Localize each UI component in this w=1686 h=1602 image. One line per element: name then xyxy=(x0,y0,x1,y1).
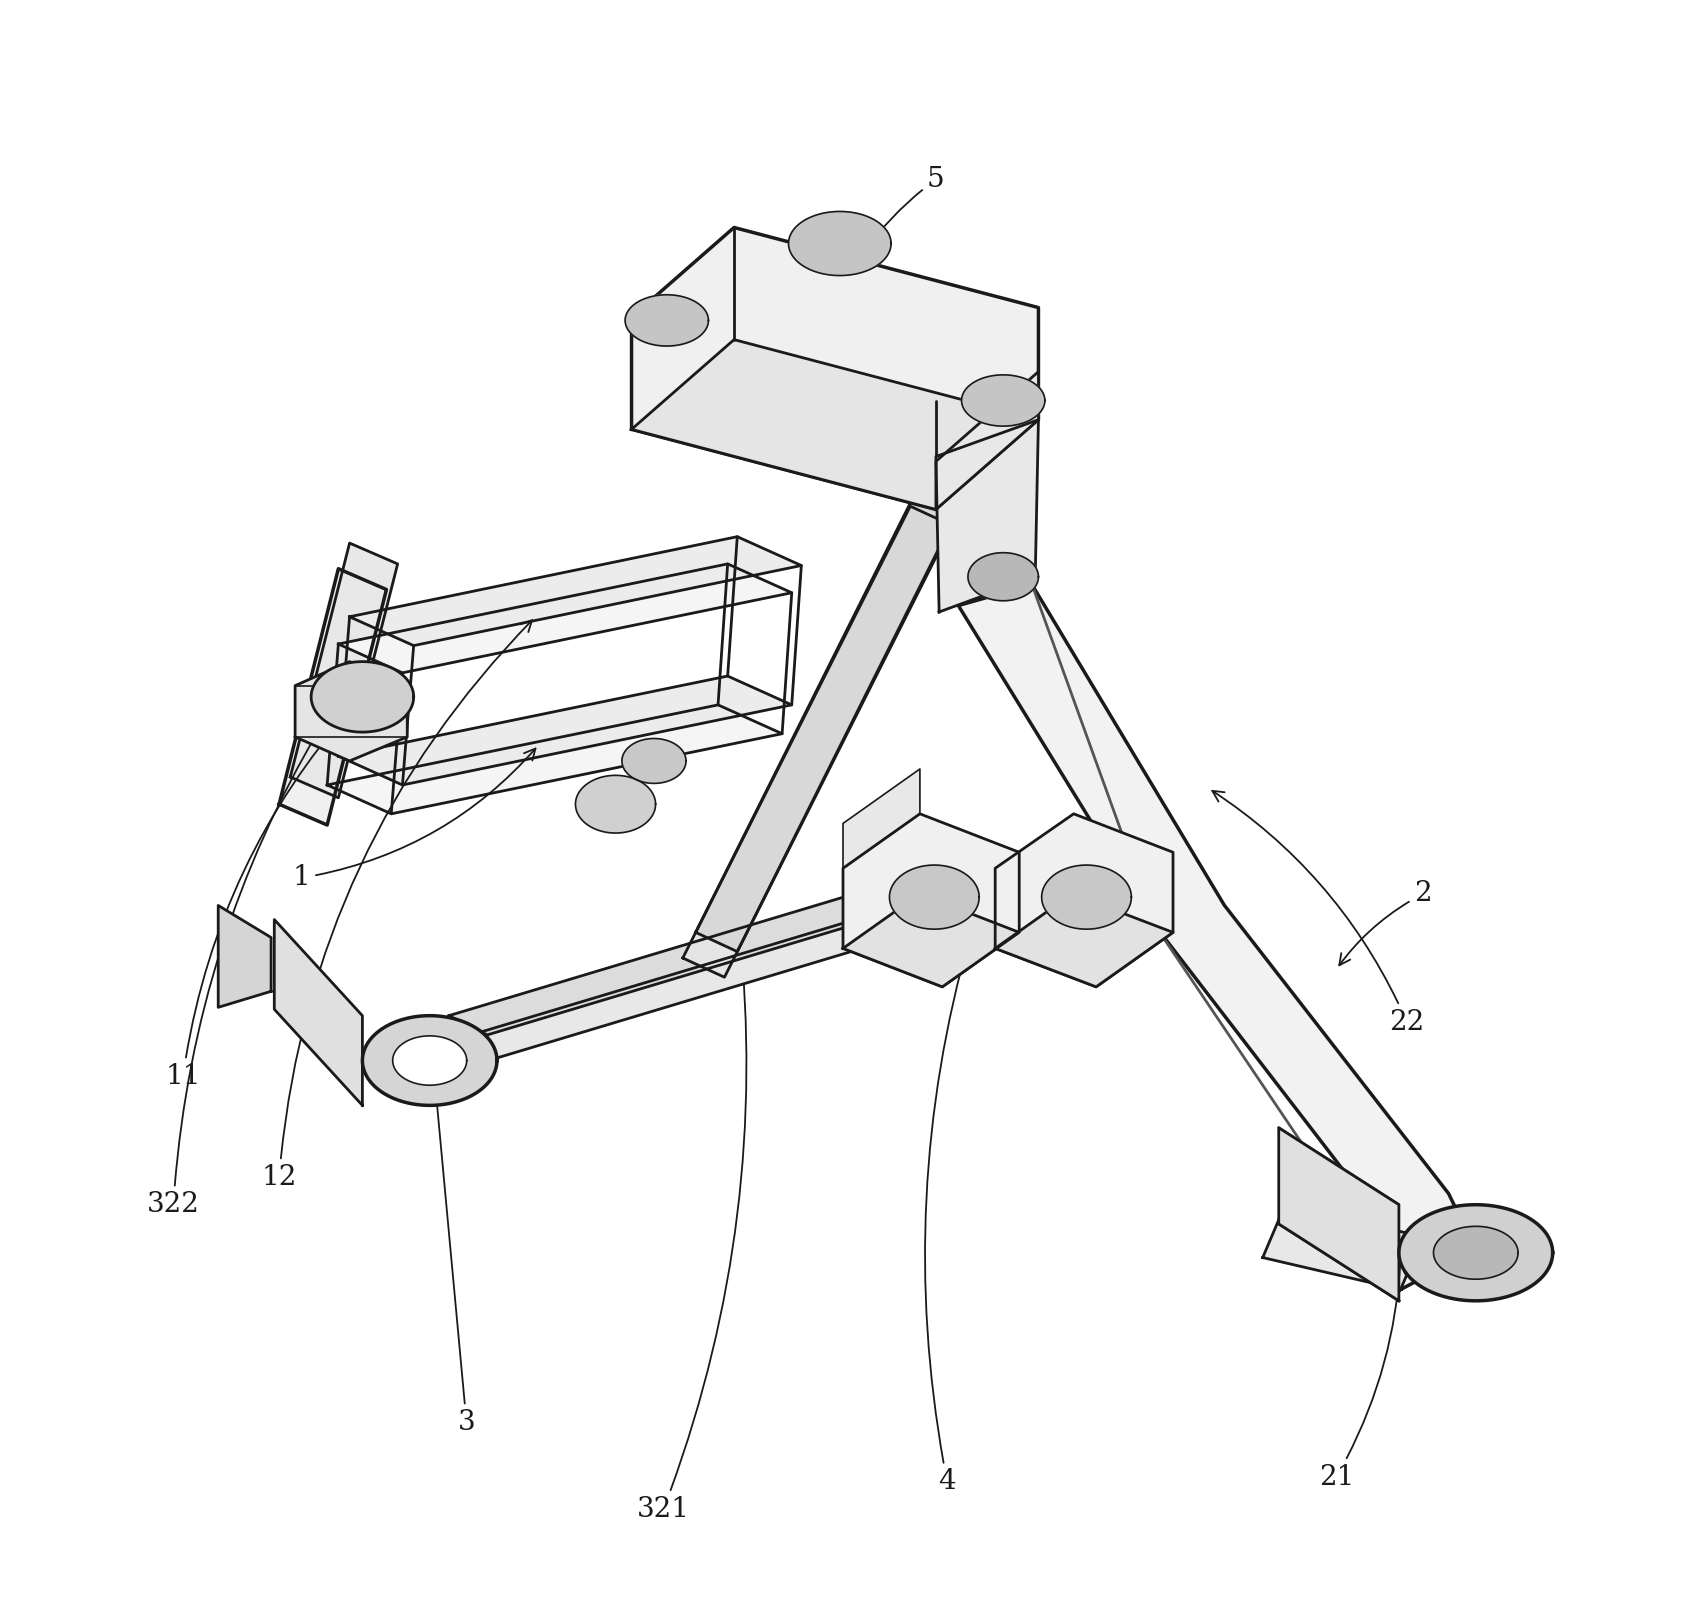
Polygon shape xyxy=(339,676,792,785)
Text: 11: 11 xyxy=(165,708,351,1089)
Text: 3: 3 xyxy=(425,1030,475,1435)
Text: 21: 21 xyxy=(1318,1262,1404,1490)
Text: 4: 4 xyxy=(926,937,973,1495)
Polygon shape xyxy=(327,705,782,814)
Polygon shape xyxy=(1042,865,1131,929)
Polygon shape xyxy=(280,569,386,825)
Polygon shape xyxy=(696,481,963,952)
Polygon shape xyxy=(936,372,1039,509)
Polygon shape xyxy=(626,295,708,346)
Text: 2: 2 xyxy=(1339,881,1431,966)
Text: 1: 1 xyxy=(293,748,536,891)
Polygon shape xyxy=(995,814,1173,987)
Polygon shape xyxy=(890,865,980,929)
Polygon shape xyxy=(995,894,1173,987)
Polygon shape xyxy=(968,553,1039,601)
Polygon shape xyxy=(622,739,686,783)
Polygon shape xyxy=(683,506,953,977)
Text: 12: 12 xyxy=(261,620,533,1190)
Polygon shape xyxy=(575,775,656,833)
Polygon shape xyxy=(961,375,1045,426)
Text: 322: 322 xyxy=(147,729,320,1218)
Polygon shape xyxy=(295,662,408,761)
Polygon shape xyxy=(1399,1205,1553,1301)
Polygon shape xyxy=(339,564,792,673)
Polygon shape xyxy=(362,1016,497,1105)
Text: 5: 5 xyxy=(828,167,944,319)
Text: 22: 22 xyxy=(1212,791,1425,1035)
Polygon shape xyxy=(843,894,1020,987)
Polygon shape xyxy=(1263,1205,1423,1290)
Polygon shape xyxy=(632,227,1039,509)
Polygon shape xyxy=(789,211,892,276)
Text: 321: 321 xyxy=(637,931,747,1522)
Polygon shape xyxy=(1433,1227,1517,1278)
Polygon shape xyxy=(290,543,398,798)
Polygon shape xyxy=(275,920,362,1105)
Polygon shape xyxy=(958,585,1475,1290)
Polygon shape xyxy=(393,1036,467,1085)
Polygon shape xyxy=(440,913,915,1064)
Polygon shape xyxy=(448,884,924,1035)
Polygon shape xyxy=(349,537,801,646)
Polygon shape xyxy=(312,662,413,732)
Polygon shape xyxy=(843,814,1020,987)
Polygon shape xyxy=(843,769,921,868)
Polygon shape xyxy=(632,340,1039,509)
Polygon shape xyxy=(936,420,1039,612)
Polygon shape xyxy=(1278,1128,1399,1301)
Polygon shape xyxy=(217,905,271,1008)
